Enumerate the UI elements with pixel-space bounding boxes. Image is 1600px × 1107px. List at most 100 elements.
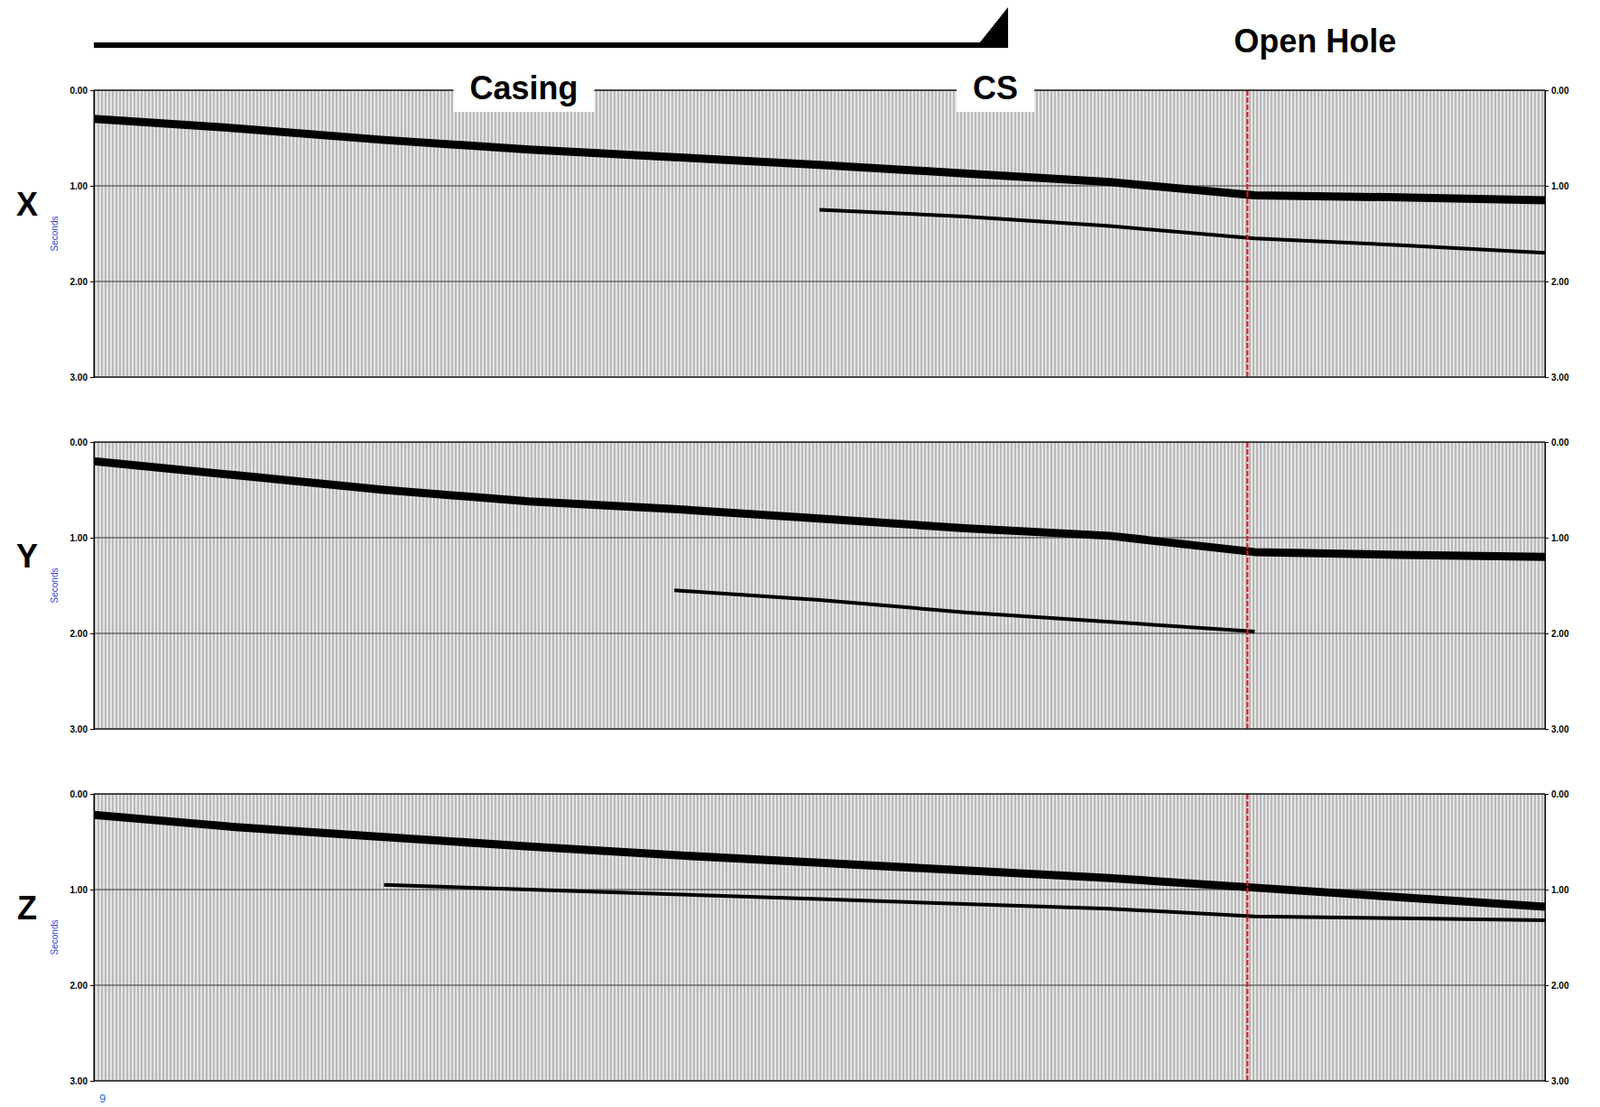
y-axis-right: 0.00 1.00 2.00 3.00: [1544, 437, 1570, 735]
grid: [93, 442, 1545, 730]
tick-mark: [1544, 633, 1549, 635]
tick-label: 3.00: [1551, 1076, 1570, 1087]
casing-shoe-label-background: [956, 64, 1035, 112]
tick-mark: [1544, 537, 1549, 539]
grid-line: [93, 537, 1545, 539]
open-hole-label: Open Hole: [1233, 22, 1397, 60]
grid: [93, 794, 1545, 1082]
reflector: [819, 210, 1545, 254]
header: Casing CS Open Hole: [93, 7, 1413, 112]
tick-label: 2.00: [1551, 980, 1570, 991]
tick: 3.00: [70, 372, 94, 383]
tick: 2.00: [70, 628, 94, 639]
plot-background: [93, 442, 1545, 730]
casing-shoe-label-group: CS: [956, 64, 1035, 112]
tick-label: 3.00: [1551, 724, 1570, 735]
grid-line: [93, 985, 1545, 987]
tick-label: 2.00: [1551, 277, 1570, 287]
tick-label: 3.00: [70, 372, 89, 383]
open-hole-label-group: Open Hole: [1217, 17, 1413, 65]
tick-label: 2.00: [70, 980, 89, 991]
tick-mark: [90, 633, 94, 635]
panel-title: X: [16, 185, 38, 223]
tick: 0.00: [70, 789, 94, 800]
plot-frame: [93, 442, 1545, 730]
axis-line: [1545, 91, 1550, 379]
tick-mark: [90, 90, 94, 92]
tick-label: 0.00: [1551, 85, 1570, 96]
panel-title: Y: [16, 537, 38, 575]
tick: 2.00: [70, 980, 94, 991]
y-axis-left: 0.00 1.00 2.00 3.00: [70, 789, 95, 1087]
plot-area: [93, 794, 1545, 1082]
grid-line: [93, 633, 1545, 635]
tick: 3.00: [70, 1076, 94, 1087]
axis-line: [90, 443, 95, 731]
grid: [93, 90, 1545, 378]
tick: 2.00: [1544, 980, 1570, 991]
casing-line: [93, 42, 1009, 48]
y-axis-left: 0.00 1.00 2.00 3.00: [70, 437, 95, 735]
tick-mark: [90, 537, 94, 539]
tick-label: 1.00: [70, 885, 89, 896]
tick-label: 0.00: [70, 85, 89, 96]
plot-background: [93, 794, 1545, 1082]
tick-mark: [1544, 281, 1549, 283]
grid-line: [93, 281, 1545, 283]
tick-mark: [1544, 794, 1549, 796]
y-axis-right: 0.00 1.00 2.00 3.00: [1544, 85, 1570, 383]
tick: 1.00: [1544, 885, 1570, 896]
tick-mark: [90, 281, 94, 283]
tick: 2.00: [1544, 277, 1570, 287]
tick-label: 1.00: [70, 181, 89, 192]
tick-label: 1.00: [1551, 885, 1570, 896]
plot-background: [93, 90, 1545, 378]
tick-mark: [1544, 985, 1549, 987]
page: 0.001.002.003.000.001.002.003.00SecondsX…: [0, 0, 1600, 1107]
tick-mark: [1544, 889, 1549, 891]
tick-mark: [90, 1081, 94, 1083]
panel: 0.001.002.003.000.001.002.003.00SecondsZ: [17, 789, 1570, 1087]
page-number: 9: [99, 1091, 106, 1106]
tick-label: 1.00: [70, 533, 89, 544]
tick: 0.00: [70, 85, 94, 96]
first-arrival: [93, 814, 1545, 907]
tick-label: 2.00: [70, 628, 89, 639]
tick-label: 0.00: [70, 437, 89, 448]
y-axis-left: 0.00 1.00 2.00 3.00: [70, 85, 95, 383]
tick: 1.00: [1544, 533, 1570, 544]
casing-label-background: [453, 64, 595, 112]
panel: 0.001.002.003.000.001.002.003.00SecondsY: [16, 437, 1570, 735]
tick-label: 3.00: [1551, 372, 1570, 383]
tick: 3.00: [70, 724, 94, 735]
casing-label: Casing: [470, 69, 579, 107]
tick-mark: [1544, 442, 1549, 444]
tick-mark: [1544, 729, 1549, 731]
tick: 1.00: [70, 533, 94, 544]
open-hole-marker: [1246, 442, 1249, 730]
reflector: [674, 590, 1255, 632]
tick: 3.00: [1544, 1076, 1570, 1087]
y-axis-right: 0.001.002.003.00: [1544, 789, 1570, 1087]
first-arrival: [93, 119, 1545, 201]
grid-line: [93, 185, 1545, 187]
open-hole-marker: [1246, 90, 1249, 378]
tick-label: 0.00: [1551, 437, 1570, 448]
tick-mark: [90, 889, 94, 891]
casing-label-group: Casing: [453, 64, 595, 112]
tick-label: 0.00: [70, 789, 89, 800]
tick-mark: [1544, 90, 1549, 92]
tick-label: 2.00: [1551, 628, 1570, 639]
axis-line: [1545, 795, 1550, 1083]
casing-shoe: [975, 7, 1009, 48]
plot-area: [93, 90, 1545, 378]
tick-label: 3.00: [70, 1076, 89, 1087]
axis-line: [90, 91, 95, 379]
tick-mark: [90, 442, 94, 444]
tick-label: 1.00: [1551, 181, 1570, 192]
tick-label: 2.00: [70, 277, 89, 287]
tick: 0.00: [1544, 85, 1570, 96]
tick-mark: [90, 377, 94, 379]
reflector: [384, 885, 1545, 921]
tick-mark: [1544, 1081, 1549, 1083]
